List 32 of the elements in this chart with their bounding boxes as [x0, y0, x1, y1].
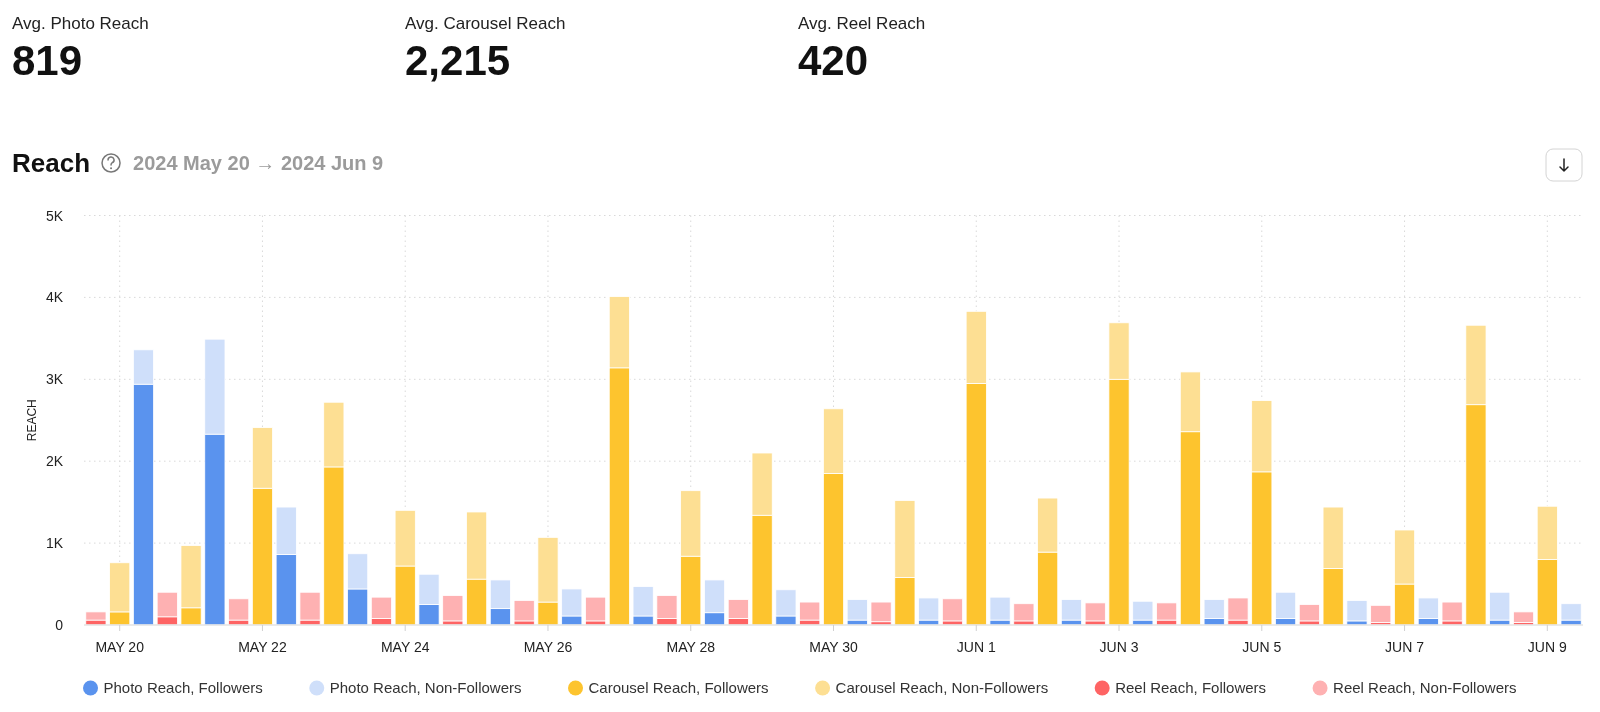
y-tick-label: 4K: [45, 289, 64, 306]
chart-subtitle: 2024 May 20 → 2024 Jun 9: [133, 152, 384, 174]
legend-label: Photo Reach, Followers: [103, 679, 263, 696]
x-tick-label: JUN 1: [956, 639, 996, 655]
legend-label: Carousel Reach, Followers: [588, 679, 769, 696]
text: 819: [12, 37, 83, 84]
x-tick-label: JUN 7: [1385, 639, 1425, 655]
legend-label: Reel Reach, Followers: [1115, 679, 1267, 696]
category-label: Avg. Carousel Reach: [405, 14, 566, 33]
x-tick-label: MAY 26: [523, 639, 573, 655]
text: 420: [798, 37, 869, 84]
legend-label: Carousel Reach, Non-Followers: [835, 679, 1049, 696]
x-tick-label: MAY 28: [666, 639, 716, 655]
y-tick-label: 3K: [45, 371, 64, 388]
x-tick-label: JUN 3: [1099, 639, 1139, 655]
x-tick-label: MAY 24: [380, 639, 430, 655]
y-tick-label: 2K: [45, 453, 64, 470]
legend-label: Reel Reach, Non-Followers: [1333, 679, 1517, 696]
category-label: Avg. Reel Reach: [798, 14, 926, 33]
y-tick-label: 1K: [45, 535, 64, 552]
y-tick-label: 0: [55, 617, 64, 633]
y-tick-label: 5K: [45, 207, 64, 224]
chart-title: Reach: [12, 148, 91, 178]
y-axis-title: REACH: [25, 399, 39, 442]
x-tick-label: MAY 22: [238, 639, 287, 655]
x-tick-label: MAY 20: [95, 639, 145, 655]
x-tick-label: JUN 9: [1527, 639, 1567, 655]
x-tick-label: MAY 30: [809, 639, 858, 655]
text: 2,215: [405, 37, 511, 84]
category-label: Avg. Photo Reach: [12, 14, 149, 33]
x-tick-label: JUN 5: [1242, 639, 1282, 655]
legend-label: Photo Reach, Non-Followers: [329, 679, 522, 696]
